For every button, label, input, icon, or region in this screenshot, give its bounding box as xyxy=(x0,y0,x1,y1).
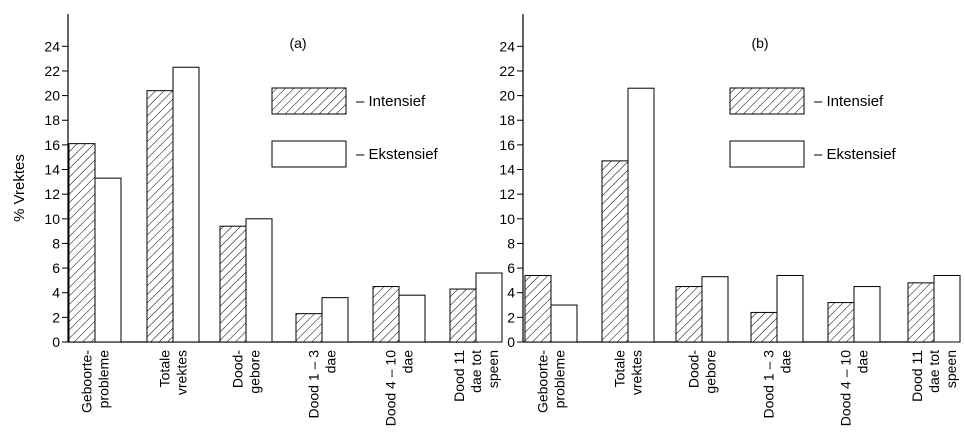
bar-ekstensief xyxy=(475,272,503,343)
category-label: Dood-gebore xyxy=(686,350,719,394)
y-tick-label: 24 xyxy=(44,38,60,54)
legend-swatch-ekstensief xyxy=(271,140,347,168)
y-tick-label: 14 xyxy=(499,162,515,178)
bar-intensief xyxy=(675,286,703,343)
y-tick-label: 8 xyxy=(507,235,515,251)
bar-intensief xyxy=(295,313,323,343)
y-tick-label: 18 xyxy=(499,112,515,128)
y-tick-label: 18 xyxy=(44,112,60,128)
y-tick-label: 16 xyxy=(499,137,515,153)
y-axis-label: % Vrektes xyxy=(11,154,28,222)
bar-intensief xyxy=(219,225,247,343)
bar-ekstensief xyxy=(627,87,655,343)
y-tick-label: 24 xyxy=(499,38,515,54)
bar-intensief xyxy=(827,302,855,343)
y-tick-label: 22 xyxy=(44,63,60,79)
legend-swatch-intensief xyxy=(729,87,805,115)
bar-intensief xyxy=(68,143,96,343)
bar-ekstensief xyxy=(853,286,881,343)
category-label: Totalevrektes xyxy=(157,350,190,395)
category-label: Totalevrektes xyxy=(612,350,645,395)
legend-label-intensief: – Intensief xyxy=(356,93,426,110)
y-tick-label: 0 xyxy=(507,334,515,350)
bar-intensief xyxy=(372,286,400,343)
panel-label: (b) xyxy=(751,35,768,51)
y-tick-label: 10 xyxy=(499,211,515,227)
category-label: Dood-gebore xyxy=(230,350,263,394)
category-label: Geboorte-probleme xyxy=(535,350,568,413)
y-tick-label: 4 xyxy=(507,285,515,301)
y-tick-label: 8 xyxy=(52,235,60,251)
y-tick-label: 4 xyxy=(52,285,60,301)
y-tick-label: 12 xyxy=(499,186,515,202)
category-label: Geboorte-probleme xyxy=(79,350,112,413)
y-tick-label: 20 xyxy=(44,88,60,104)
category-label: Dood 4 – 10dae xyxy=(383,350,416,427)
bar-intensief xyxy=(750,311,778,343)
y-tick-label: 6 xyxy=(52,260,60,276)
category-label: Dood 11dae totspeen xyxy=(909,350,959,402)
bar-intensief xyxy=(449,288,477,343)
category-label: Dood 1 – 3dae xyxy=(306,350,339,419)
bar-intensief xyxy=(601,160,629,343)
y-tick-label: 20 xyxy=(499,88,515,104)
bar-intensief xyxy=(146,90,174,343)
category-label: Dood 1 – 3dae xyxy=(761,350,794,419)
bar-ekstensief xyxy=(933,274,961,343)
bar-ekstensief xyxy=(701,276,729,343)
legend-swatch-ekstensief xyxy=(729,140,805,168)
category-label: Dood 11dae totspeen xyxy=(451,350,501,402)
bar-ekstensief xyxy=(321,297,349,343)
bar-ekstensief xyxy=(172,66,200,343)
legend-label-ekstensief: – Ekstensief xyxy=(356,146,439,163)
y-tick-label: 6 xyxy=(507,260,515,276)
bar-ekstensief xyxy=(94,177,122,343)
bar-ekstensief xyxy=(398,294,426,343)
y-tick-label: 14 xyxy=(44,162,60,178)
y-tick-label: 22 xyxy=(499,63,515,79)
legend-label-intensief: – Intensief xyxy=(814,93,884,110)
bar-intensief xyxy=(524,274,552,343)
category-label: Dood 4 – 10dae xyxy=(838,350,871,427)
bar-ekstensief xyxy=(776,274,804,343)
y-tick-label: 2 xyxy=(52,309,60,325)
y-tick-label: 16 xyxy=(44,137,60,153)
bar-intensief xyxy=(907,282,935,343)
panel-label: (a) xyxy=(289,35,306,51)
y-tick-label: 2 xyxy=(507,309,515,325)
legend-label-ekstensief: – Ekstensief xyxy=(814,146,897,163)
y-tick-label: 10 xyxy=(44,211,60,227)
y-tick-label: 12 xyxy=(44,186,60,202)
y-tick-label: 0 xyxy=(52,334,60,350)
bar-ekstensief xyxy=(245,218,273,343)
legend-swatch-intensief xyxy=(271,87,347,115)
bar-ekstensief xyxy=(550,304,578,343)
